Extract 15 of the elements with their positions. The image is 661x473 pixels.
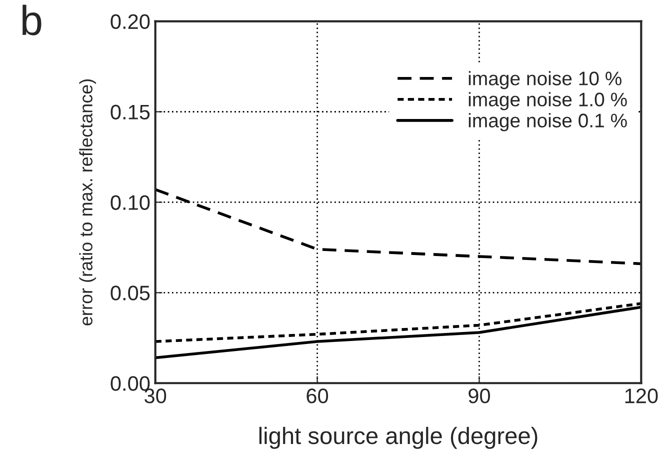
- x-axis-title: light source angle (degree): [259, 426, 538, 449]
- legend-label: image noise 0.1 %: [468, 113, 627, 132]
- y-tick-label: 0.10: [110, 195, 150, 210]
- x-tick-label: 30: [144, 388, 166, 404]
- x-tick-label: 90: [468, 388, 490, 404]
- y-tick-label: 0.00: [110, 376, 150, 391]
- y-tick-label: 0.20: [110, 14, 150, 30]
- y-axis-title: error (ratio to max. reflectance): [79, 79, 96, 326]
- legend-label: image noise 10 %: [468, 71, 622, 90]
- y-tick-label: 0.05: [110, 286, 150, 300]
- chart-title: b: [22, 4, 42, 36]
- x-tick-label: 60: [306, 388, 328, 404]
- legend-label: image noise 1.0 %: [468, 92, 627, 110]
- y-tick-label: 0.15: [110, 104, 150, 120]
- x-tick-label: 120: [625, 388, 658, 404]
